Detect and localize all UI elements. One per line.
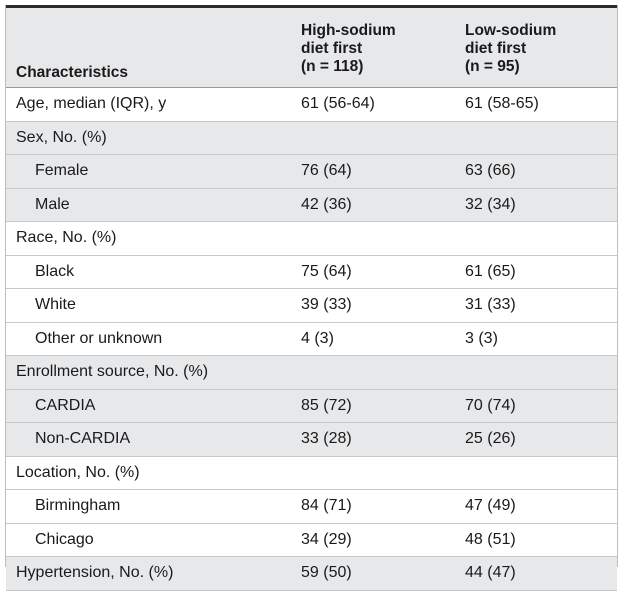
table-row: Non-CARDIA 33 (28) 25 (26) [6,423,617,457]
row-value-high-sodium: 33 (28) [301,430,352,447]
table-row: Age, median (IQR), y 61 (56-64) 61 (58-6… [6,88,617,122]
table-row: Male 42 (36) 32 (34) [6,188,617,222]
header-high-sodium-group: High-sodium diet first (n = 118) [301,22,396,76]
row-value-low-sodium: 44 (47) [465,564,516,581]
table-row: Female 76 (64) 63 (66) [6,155,617,189]
row-value-high-sodium: 59 (50) [301,564,352,581]
row-value-low-sodium: 63 (66) [465,162,516,179]
row-label: Chicago [35,530,94,548]
row-value-high-sodium: 4 (3) [301,329,334,347]
row-value-high-sodium: 34 (29) [301,530,352,548]
header-high-line-3: (n = 118) [301,58,364,75]
table-header: Characteristics High-sodium diet first (… [6,8,617,88]
row-label: Male [35,195,70,213]
row-value-low-sodium: 70 (74) [465,396,516,414]
row-value-low-sodium: 31 (33) [465,296,516,313]
row-value-low-sodium: 25 (26) [465,430,516,447]
row-label: Location, No. (%) [16,463,140,481]
row-value-high-sodium: 39 (33) [301,296,352,313]
table-row: Black 75 (64) 61 (65) [6,255,617,289]
characteristics-table: Characteristics High-sodium diet first (… [5,5,618,591]
header-low-line-1: Low-sodium [465,22,557,39]
row-label: CARDIA [35,396,96,414]
row-value-high-sodium: 84 (71) [301,497,352,514]
header-low-line-3: (n = 95) [465,58,520,75]
row-value-low-sodium: 3 (3) [465,329,498,347]
row-label: Birmingham [35,497,121,514]
row-label: White [35,296,76,313]
table-row: Sex, No. (%) [6,121,617,155]
table-row: CARDIA 85 (72) 70 (74) [6,389,617,423]
row-label: Black [35,262,75,280]
row-label: Race, No. (%) [16,229,117,246]
row-label: Sex, No. (%) [16,128,107,146]
header-characteristics: Characteristics [16,64,128,82]
header-low-sodium-group: Low-sodium diet first (n = 95) [465,22,556,76]
row-value-high-sodium: 61 (56-64) [301,95,375,112]
table-body: Age, median (IQR), y 61 (56-64) 61 (58-6… [6,88,617,591]
row-value-low-sodium: 61 (58-65) [465,95,539,112]
table-row: Chicago 34 (29) 48 (51) [6,523,617,557]
row-label: Female [35,162,89,179]
row-label: Non-CARDIA [35,430,131,447]
row-label: Hypertension, No. (%) [16,564,174,581]
row-value-low-sodium: 47 (49) [465,497,516,514]
row-value-high-sodium: 85 (72) [301,396,352,414]
header-high-line-1: High-sodium [301,22,396,39]
row-label: Enrollment source, No. (%) [16,363,209,380]
row-value-high-sodium: 42 (36) [301,195,352,213]
row-label: Age, median (IQR), y [16,95,167,112]
row-value-low-sodium: 32 (34) [465,195,516,213]
row-value-high-sodium: 76 (64) [301,162,352,179]
table-row: Other or unknown 4 (3) 3 (3) [6,322,617,356]
table-row: Enrollment source, No. (%) [6,356,617,390]
header-characteristics-text: Characteristics [16,64,129,81]
table-row: Birmingham 84 (71) 47 (49) [6,490,617,524]
row-label: Other or unknown [35,329,163,347]
table-row: White 39 (33) 31 (33) [6,289,617,323]
table-row: Location, No. (%) [6,456,617,490]
row-value-low-sodium: 48 (51) [465,530,516,548]
header-high-line-2: diet first [301,40,363,57]
row-value-high-sodium: 75 (64) [301,262,352,280]
table-row: Race, No. (%) [6,222,617,256]
table-row: Hypertension, No. (%) 59 (50) 44 (47) [6,557,617,591]
row-value-low-sodium: 61 (65) [465,262,516,280]
header-low-line-2: diet first [465,40,527,57]
table-top-rule [6,5,617,8]
